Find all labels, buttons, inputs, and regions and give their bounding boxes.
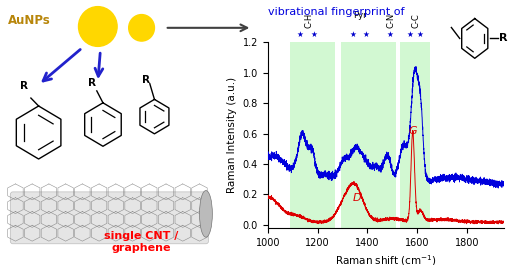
Circle shape [79, 7, 117, 46]
Text: C-H: C-H [304, 12, 314, 28]
Text: C-C: C-C [411, 13, 421, 28]
Text: Pyr: Pyr [353, 11, 367, 20]
Text: ★: ★ [417, 30, 423, 39]
FancyBboxPatch shape [10, 192, 209, 244]
Text: AuNPs: AuNPs [8, 14, 50, 27]
Text: ★: ★ [297, 30, 304, 39]
Text: G: G [409, 126, 417, 136]
Circle shape [129, 15, 154, 41]
Ellipse shape [200, 191, 212, 237]
Bar [290, 42, 335, 228]
Text: D: D [353, 193, 361, 202]
Text: R: R [20, 81, 29, 91]
Bar [400, 42, 430, 228]
Text: ★: ★ [406, 30, 413, 39]
Text: R: R [499, 33, 508, 43]
Text: ★: ★ [386, 30, 393, 39]
Text: R: R [88, 78, 96, 88]
Text: ★: ★ [349, 30, 356, 39]
Text: C-N: C-N [386, 12, 396, 28]
Bar [341, 42, 396, 228]
Y-axis label: Raman Intensity (a.u.): Raman Intensity (a.u.) [227, 77, 237, 193]
Text: vibrational fingerprint of: vibrational fingerprint of [268, 7, 405, 17]
Text: ★: ★ [310, 30, 317, 39]
Text: single CNT /
graphene: single CNT / graphene [105, 231, 179, 253]
Text: R: R [142, 75, 150, 85]
X-axis label: Raman shift (cm$^{-1}$): Raman shift (cm$^{-1}$) [335, 253, 437, 265]
Text: ★: ★ [363, 30, 370, 39]
